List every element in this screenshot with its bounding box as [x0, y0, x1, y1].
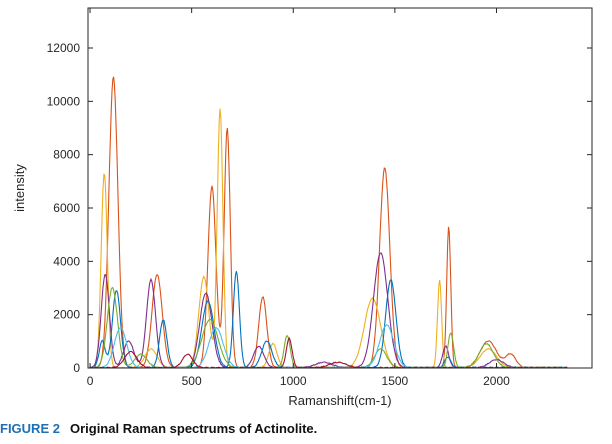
y-tick-label: 2000	[53, 308, 80, 322]
x-tick-label: 2000	[483, 374, 510, 388]
x-tick-label: 1000	[280, 374, 307, 388]
x-axis-label: Ramanshift(cm-1)	[288, 393, 391, 408]
y-tick-label: 12000	[47, 41, 81, 55]
plot-frame	[87, 7, 593, 369]
figure-caption-label: FIGURE 2	[0, 421, 60, 436]
figure-caption-text: Original Raman spectrums of Actinolite.	[69, 421, 318, 436]
x-tick-label: 0	[87, 374, 94, 388]
x-tick-label: 500	[182, 374, 202, 388]
y-tick-label: 10000	[47, 94, 81, 108]
y-tick-label: 0	[73, 361, 80, 375]
raman-chart: 0 500 1000 1500 2000 0 2000 4000 6000 8000 10000 1…	[12, 7, 593, 408]
y-tick-label: 4000	[53, 254, 80, 268]
y-axis-label: intensity	[12, 164, 27, 212]
plot-background	[88, 8, 592, 368]
y-tick-label: 6000	[53, 201, 80, 215]
y-tick-label: 8000	[53, 148, 80, 162]
y-axis: 0 2000 4000 6000 8000 10000 12000	[47, 41, 592, 375]
figure-caption: FIGURE 2 Original Raman spectrums of Acti…	[0, 421, 317, 441]
x-axis: 0 500 1000 1500 2000	[87, 8, 510, 388]
x-tick-label: 1500	[382, 374, 409, 388]
